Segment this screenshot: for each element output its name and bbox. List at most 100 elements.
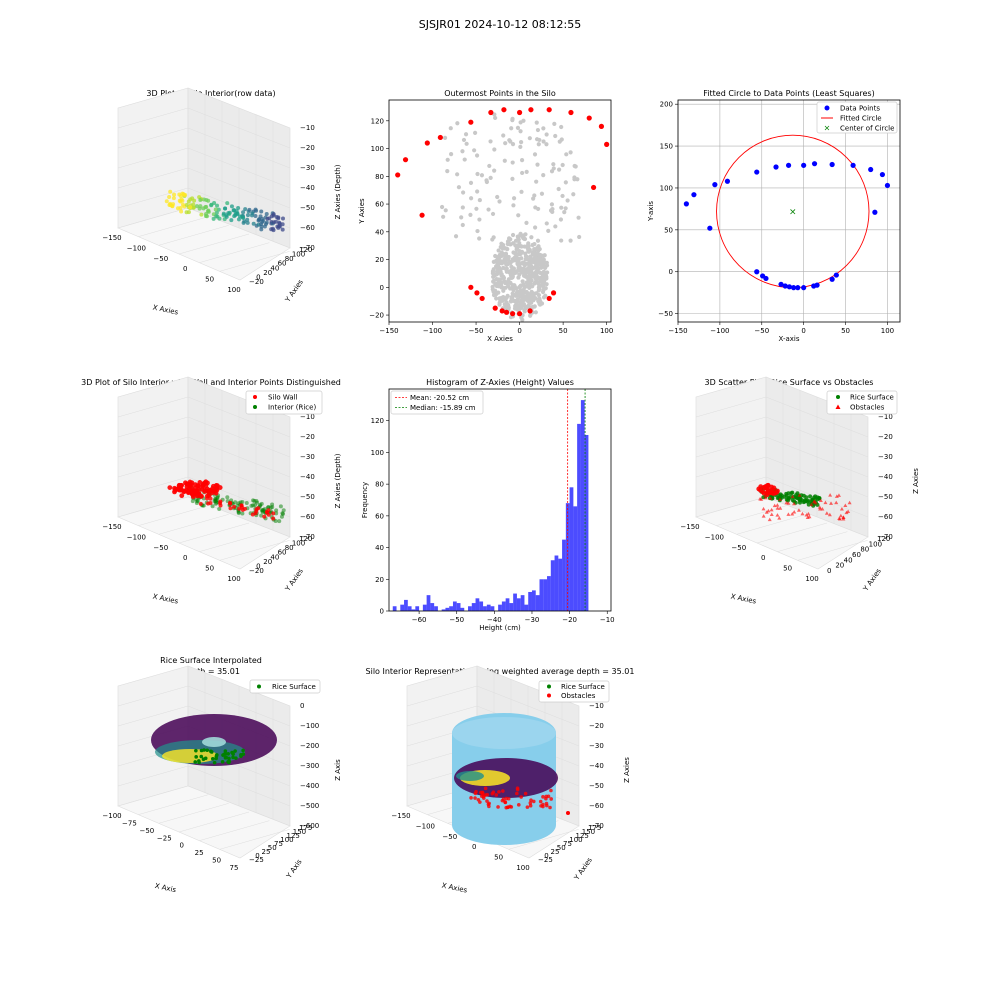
interior-point	[195, 498, 200, 503]
obstacle-point	[541, 795, 545, 799]
histogram-bar	[445, 607, 450, 611]
interior-point	[461, 137, 467, 143]
z-tick-label: −60	[300, 224, 315, 232]
x-tick-label: 100	[227, 286, 240, 294]
interior-point	[511, 196, 517, 201]
rice-surface-point	[194, 748, 198, 753]
obstacle-point	[786, 512, 791, 516]
obstacle-point	[817, 505, 822, 509]
raw-point	[280, 216, 285, 221]
wall-point	[265, 510, 270, 515]
wall-point	[218, 501, 223, 506]
y-tick-label: 100	[869, 540, 882, 548]
interior-point	[568, 150, 573, 155]
interior-point	[517, 272, 522, 277]
wall-point	[240, 505, 245, 510]
raw-point	[259, 227, 264, 232]
raw-point	[245, 220, 250, 225]
wall-point	[262, 514, 267, 519]
obstacle-point	[480, 794, 484, 798]
raw-point	[262, 224, 267, 229]
grid-line	[406, 685, 478, 707]
histogram-bar	[449, 606, 453, 611]
raw-point	[245, 213, 250, 218]
y-tick-label: −20	[249, 278, 264, 286]
interior-point	[544, 276, 549, 281]
obstacle-point	[769, 512, 774, 517]
rice-surface-point	[222, 752, 227, 756]
obstacle-point	[485, 792, 490, 797]
y-tick-label: 40	[375, 544, 384, 552]
interior-point	[214, 500, 219, 505]
raw-point	[251, 221, 256, 226]
grid-line	[695, 456, 767, 478]
interior-point	[449, 152, 454, 157]
raw-point	[198, 198, 203, 203]
wall-point	[758, 484, 764, 490]
interior-point	[510, 141, 516, 147]
rice-surface-point	[226, 752, 231, 756]
z-tick-label: −30	[589, 742, 604, 750]
x-tick-label: −100	[102, 812, 121, 820]
interior-point	[514, 247, 519, 252]
z-tick-label: −60	[589, 802, 604, 810]
panel4-xlabel: X Axies	[152, 592, 179, 605]
raw-point	[264, 220, 269, 225]
data-point	[724, 178, 731, 184]
x-tick-label: −150	[102, 523, 121, 531]
interior-point	[491, 289, 496, 294]
interior-point	[210, 504, 215, 509]
z-tick-label: −20	[878, 433, 893, 441]
interior-point	[496, 261, 501, 267]
interior-point	[494, 296, 499, 301]
raw-point	[217, 216, 222, 221]
x-tick-label: 100	[600, 327, 613, 335]
interior-point	[492, 168, 497, 173]
obstacle-point	[828, 493, 833, 497]
x-tick-label: 75	[230, 864, 239, 872]
interior-point	[534, 179, 539, 184]
panel3-title: Fitted Circle to Data Points (Least Squa…	[703, 89, 874, 98]
panel7-ylabel: Y Axis	[284, 858, 303, 881]
wall-point	[195, 483, 201, 488]
y-tick-label: 0	[255, 852, 259, 860]
legend-rice-surface-marker-p7	[257, 684, 261, 689]
outermost-point	[488, 109, 494, 116]
legend-rice-surface-p7: Rice Surface	[272, 683, 316, 691]
interior-point	[281, 508, 286, 513]
interior-point	[455, 121, 460, 126]
y-tick-label: 25	[551, 848, 560, 856]
rice-surface-point	[197, 760, 201, 765]
obstacle-point	[516, 803, 521, 807]
x-tick-label: −60	[412, 616, 427, 624]
histogram-bar	[573, 506, 578, 611]
z-tick-label: −50	[300, 493, 315, 501]
panel1-title: 3D Plot of Silo Interior(row data)	[146, 89, 275, 98]
interior-point	[563, 180, 568, 185]
interior-point	[475, 228, 480, 234]
rice-surface-point	[239, 754, 243, 758]
raw-point	[247, 207, 252, 212]
wall-point	[172, 489, 177, 495]
interior-point	[568, 238, 573, 243]
raw-point	[184, 210, 189, 215]
y-tick-label: 175	[299, 824, 312, 832]
obstacle-point	[838, 513, 843, 518]
interior-point	[486, 207, 491, 212]
obstacle-point	[515, 786, 520, 791]
obstacle-point	[778, 506, 783, 510]
wall-point	[192, 488, 197, 494]
obstacle-point	[473, 791, 478, 796]
obstacle-point	[566, 811, 570, 815]
interior-point	[499, 259, 504, 264]
z-tick-label: −70	[878, 533, 893, 541]
grid-line	[797, 540, 868, 561]
interior-point	[488, 139, 493, 144]
histogram-bar	[392, 606, 397, 611]
interior-point	[560, 162, 565, 168]
interior-point	[525, 257, 531, 262]
panel6-zlabel: Z Axies	[912, 468, 920, 494]
histogram-bar	[531, 590, 536, 611]
y-tick-label: 40	[844, 556, 853, 564]
rice-surface-point	[214, 754, 219, 759]
